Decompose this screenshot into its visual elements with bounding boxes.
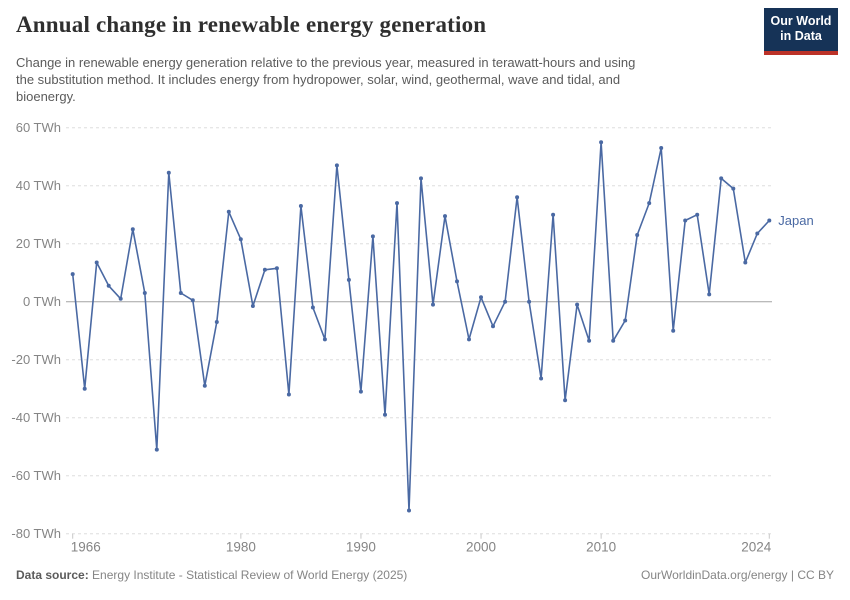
chart-footer: Data source: Energy Institute - Statisti… [0, 568, 850, 582]
data-point [623, 318, 628, 323]
x-axis-tick-label: 1980 [226, 540, 256, 555]
footer-source: Data source: Energy Institute - Statisti… [16, 568, 407, 582]
data-point [467, 337, 471, 342]
data-point [707, 292, 712, 297]
data-point [262, 267, 267, 272]
data-point [310, 305, 315, 310]
y-axis-tick-label: 60 TWh [16, 120, 61, 135]
data-point [479, 295, 483, 300]
footer-source-text: Energy Institute - Statistical Review of… [92, 568, 408, 582]
data-point [719, 176, 724, 181]
data-point [298, 204, 303, 208]
data-point [695, 212, 700, 217]
y-axis-tick-label: 20 TWh [16, 236, 61, 251]
owid-logo[interactable]: Our World in Data [764, 8, 838, 55]
data-point [599, 140, 604, 145]
data-point [154, 447, 159, 452]
x-axis-tick-label: 2024 [741, 540, 772, 555]
data-point [503, 299, 508, 304]
series-line [71, 141, 770, 512]
entity-label: Japan [778, 213, 813, 228]
data-point [334, 163, 339, 168]
page-title: Annual change in renewable energy genera… [16, 12, 487, 37]
data-point [346, 277, 351, 282]
data-point [82, 386, 87, 391]
data-point [142, 291, 147, 295]
line-chart-canvas[interactable]: 60 TWh 40 TWh 20 TWh 0 TWh -20 TWh -40 TWh -60… [0, 108, 850, 560]
data-point [118, 296, 123, 301]
data-point [238, 237, 243, 242]
data-point [515, 195, 520, 200]
data-point [383, 412, 387, 417]
line-chart[interactable]: 60 TWh 40 TWh 20 TWh 0 TWh -20 TWh -40 TWh -60… [0, 108, 850, 560]
data-point [419, 176, 423, 181]
data-point [683, 218, 688, 223]
y-axis-tick-label: -60 TWh [11, 468, 61, 483]
data-point [491, 324, 495, 329]
data-point [286, 392, 291, 397]
y-axis-tick-label: -20 TWh [11, 352, 61, 367]
data-point [370, 234, 375, 239]
data-point [563, 398, 568, 403]
data-point [443, 214, 447, 219]
x-axis-tick-label: 2000 [466, 540, 496, 555]
data-point [214, 320, 219, 324]
data-point [611, 338, 616, 343]
y-axis-tick-label: 0 TWh [23, 294, 61, 309]
data-point [250, 304, 255, 308]
data-point [226, 209, 231, 214]
data-point [322, 337, 327, 342]
data-point [587, 338, 592, 343]
owid-logo-accent-bar [764, 51, 838, 55]
data-point [358, 389, 363, 394]
x-axis-tick-label: 2010 [586, 540, 616, 555]
data-point [743, 260, 748, 265]
y-axis-tick-label: -40 TWh [11, 410, 61, 425]
data-point [527, 299, 532, 304]
data-point [731, 186, 736, 191]
y-axis-tick-label: -80 TWh [11, 526, 61, 541]
data-point [190, 298, 195, 303]
data-point [106, 283, 111, 288]
data-point [659, 146, 664, 150]
data-point [94, 260, 99, 265]
chart-subtitle: Change in renewable energy generation re… [16, 55, 636, 104]
x-axis-tick-label: 1990 [346, 540, 376, 555]
y-axis-tick-label: 40 TWh [16, 178, 61, 193]
data-point [539, 376, 544, 381]
data-point [671, 328, 676, 333]
owid-logo-text: Our World in Data [770, 14, 832, 43]
data-point [178, 291, 183, 295]
data-point [647, 201, 652, 206]
data-point [274, 266, 279, 271]
data-point [431, 302, 435, 307]
data-point [130, 227, 135, 232]
data-point [395, 201, 399, 206]
x-axis-tick-label: 1966 [71, 540, 101, 555]
data-point [166, 170, 171, 175]
data-point [767, 218, 772, 223]
data-point [755, 231, 760, 236]
data-point [551, 212, 556, 217]
data-point [70, 272, 75, 277]
data-point [455, 279, 459, 284]
data-point [407, 508, 411, 513]
data-point [202, 383, 207, 388]
data-point [635, 233, 640, 237]
footer-credit-link[interactable]: OurWorldinData.org/energy | CC BY [641, 568, 834, 582]
footer-source-label: Data source: [16, 568, 89, 582]
data-point [575, 302, 580, 307]
